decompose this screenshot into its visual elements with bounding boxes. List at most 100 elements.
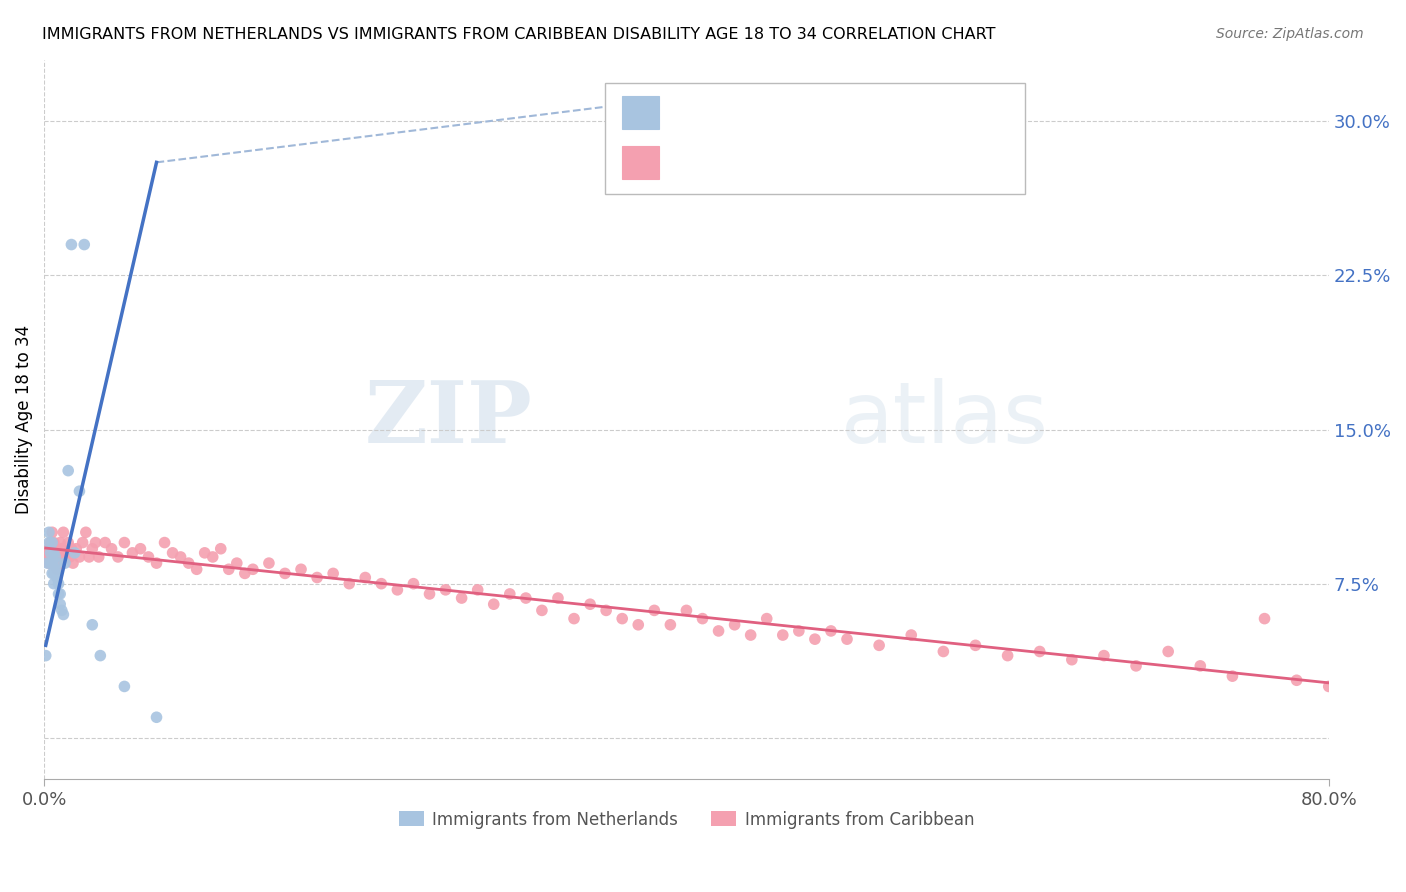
Point bbox=[60, 237, 83, 252]
Point bbox=[932, 644, 955, 658]
Point bbox=[46, 566, 69, 581]
Point bbox=[72, 535, 94, 549]
Point bbox=[59, 549, 82, 564]
Point bbox=[707, 624, 730, 638]
Y-axis label: Disability Age 18 to 34: Disability Age 18 to 34 bbox=[15, 325, 32, 514]
Point bbox=[89, 648, 111, 663]
Point bbox=[804, 632, 827, 647]
Text: IMMIGRANTS FROM NETHERLANDS VS IMMIGRANTS FROM CARIBBEAN DISABILITY AGE 18 TO 34: IMMIGRANTS FROM NETHERLANDS VS IMMIGRANT… bbox=[42, 27, 995, 42]
Point bbox=[77, 549, 100, 564]
Point bbox=[42, 535, 65, 549]
Point bbox=[121, 546, 143, 560]
Point bbox=[1253, 612, 1275, 626]
Point bbox=[46, 549, 69, 564]
Point bbox=[55, 546, 77, 560]
Point bbox=[370, 576, 392, 591]
Point bbox=[562, 612, 585, 626]
Point bbox=[772, 628, 794, 642]
Point bbox=[145, 710, 167, 724]
Point bbox=[997, 648, 1019, 663]
Point bbox=[138, 549, 160, 564]
Point bbox=[692, 612, 714, 626]
Point bbox=[41, 566, 63, 581]
Point bbox=[48, 587, 70, 601]
Point bbox=[87, 549, 110, 564]
Point bbox=[322, 566, 344, 581]
Point bbox=[1189, 659, 1212, 673]
Point bbox=[1157, 644, 1180, 658]
Point bbox=[418, 587, 440, 601]
Point bbox=[820, 624, 842, 638]
Point bbox=[48, 546, 70, 560]
Point bbox=[42, 576, 65, 591]
Point bbox=[467, 582, 489, 597]
Point bbox=[37, 549, 59, 564]
Point bbox=[515, 591, 537, 605]
Point bbox=[162, 546, 184, 560]
Point bbox=[49, 587, 72, 601]
Point bbox=[35, 648, 58, 663]
Point bbox=[225, 556, 247, 570]
Point bbox=[387, 582, 409, 597]
Point bbox=[900, 628, 922, 642]
Point bbox=[37, 556, 59, 570]
Point bbox=[49, 597, 72, 611]
Point bbox=[51, 603, 73, 617]
Point bbox=[38, 541, 60, 556]
Point bbox=[39, 556, 62, 570]
Point bbox=[53, 549, 76, 564]
Point bbox=[153, 535, 176, 549]
Point bbox=[290, 562, 312, 576]
Point bbox=[201, 549, 224, 564]
Text: Source: ZipAtlas.com: Source: ZipAtlas.com bbox=[1216, 27, 1364, 41]
Point bbox=[868, 638, 890, 652]
Point bbox=[52, 525, 75, 540]
Point bbox=[354, 570, 377, 584]
Point bbox=[755, 612, 778, 626]
Point bbox=[41, 556, 63, 570]
Point bbox=[46, 570, 69, 584]
Point bbox=[787, 624, 810, 638]
Point bbox=[35, 546, 58, 560]
Point bbox=[1222, 669, 1244, 683]
Text: atlas: atlas bbox=[841, 377, 1049, 461]
Point bbox=[1092, 648, 1115, 663]
Point bbox=[65, 541, 87, 556]
Point bbox=[44, 562, 66, 576]
Point bbox=[547, 591, 569, 605]
Point bbox=[52, 607, 75, 622]
Point bbox=[499, 587, 522, 601]
Point bbox=[194, 546, 217, 560]
Point bbox=[94, 535, 117, 549]
Legend: Immigrants from Netherlands, Immigrants from Caribbean: Immigrants from Netherlands, Immigrants … bbox=[392, 804, 981, 835]
Point bbox=[58, 464, 80, 478]
Point bbox=[627, 617, 650, 632]
Point bbox=[274, 566, 297, 581]
Point bbox=[63, 546, 86, 560]
Point bbox=[337, 576, 360, 591]
Point bbox=[835, 632, 858, 647]
Point bbox=[41, 535, 63, 549]
Point bbox=[49, 556, 72, 570]
Point bbox=[723, 617, 745, 632]
Point bbox=[42, 546, 65, 560]
Point bbox=[38, 556, 60, 570]
Point bbox=[482, 597, 505, 611]
Point bbox=[44, 541, 66, 556]
Point bbox=[82, 617, 104, 632]
Point bbox=[129, 541, 152, 556]
Point bbox=[112, 535, 135, 549]
Point bbox=[402, 576, 425, 591]
Point bbox=[53, 556, 76, 570]
Point bbox=[39, 546, 62, 560]
Point bbox=[1125, 659, 1147, 673]
Point bbox=[42, 566, 65, 581]
Point bbox=[41, 556, 63, 570]
Point bbox=[434, 582, 457, 597]
Point bbox=[450, 591, 472, 605]
Point bbox=[107, 549, 129, 564]
Point bbox=[42, 546, 65, 560]
Point bbox=[233, 566, 256, 581]
Point bbox=[39, 535, 62, 549]
Point bbox=[1285, 673, 1308, 688]
